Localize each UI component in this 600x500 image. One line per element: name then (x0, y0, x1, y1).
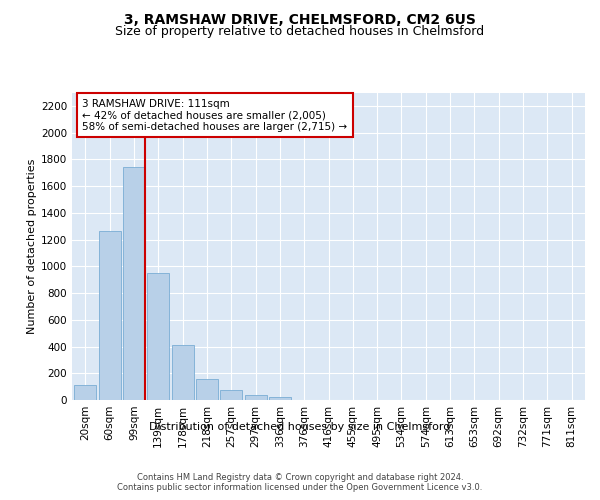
Bar (123, 168, 145, 400)
Text: 3 RAMSHAW DRIVE: 111sqm
← 42% of detached houses are smaller (2,005)
58% of semi: 3 RAMSHAW DRIVE: 111sqm ← 42% of detache… (82, 98, 347, 132)
Y-axis label: Number of detached properties: Number of detached properties (27, 158, 37, 334)
Bar (245, 394, 266, 400)
Text: Size of property relative to detached houses in Chelmsford: Size of property relative to detached ho… (115, 25, 485, 38)
Bar (269, 398, 291, 400)
Bar (74, 386, 97, 400)
Text: Distribution of detached houses by size in Chelmsford: Distribution of detached houses by size … (149, 422, 451, 432)
Bar (172, 344, 194, 400)
Bar (220, 390, 242, 400)
Text: Contains HM Land Registry data © Crown copyright and database right 2024.
Contai: Contains HM Land Registry data © Crown c… (118, 472, 482, 492)
Bar (148, 273, 169, 400)
Bar (196, 380, 218, 400)
Text: 3, RAMSHAW DRIVE, CHELMSFORD, CM2 6US: 3, RAMSHAW DRIVE, CHELMSFORD, CM2 6US (124, 12, 476, 26)
Bar (99, 231, 121, 400)
